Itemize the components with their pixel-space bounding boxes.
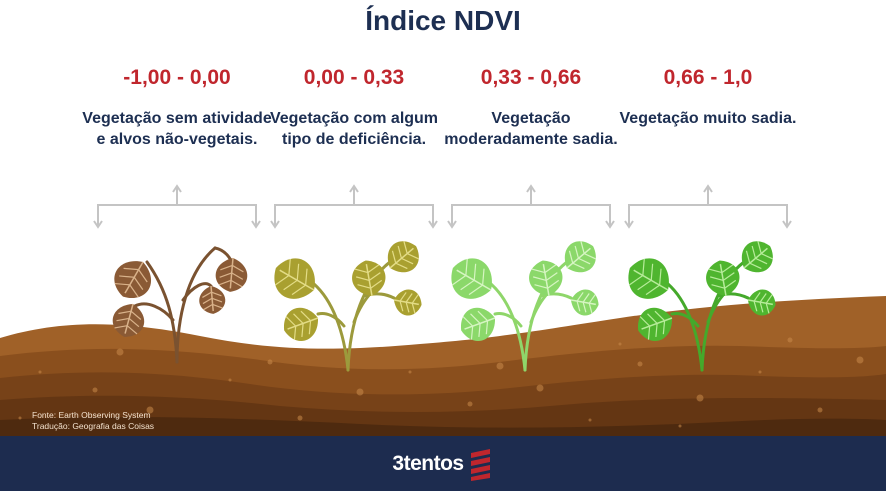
brand-name: 3tentos: [392, 451, 464, 475]
ndvi-column-2: 0,00 - 0,33 Vegetação com algum tipo de …: [254, 66, 454, 150]
translation-line: Tradução: Geografia das Coisas: [32, 421, 155, 431]
ndvi-range-label: 0,66 - 1,0: [663, 66, 753, 89]
bracket-arrow-icon: [270, 184, 438, 229]
soil-specks: [18, 337, 864, 428]
soil-layer-5: [0, 417, 886, 436]
ndvi-description: Vegetação com algum tipo de deficiência.: [269, 110, 439, 148]
bracket-arrow-icon: [447, 184, 615, 229]
ndvi-description: Vegetação sem atividade e alvos não-vege…: [82, 110, 272, 148]
healthy-plant-icon: [628, 241, 776, 372]
ndvi-description: Vegetação moderadamente sadia.: [444, 110, 618, 148]
ndvi-column-3: 0,33 - 0,66 Vegetação moderadamente sadi…: [431, 66, 631, 150]
ndvi-range-label: 0,33 - 0,66: [480, 66, 582, 89]
plants-group: [112, 241, 776, 372]
brand-logo: 3tentos: [0, 436, 886, 491]
dead-plant-icon: [112, 246, 248, 364]
page-title: Índice NDVI: [365, 5, 521, 36]
deficient-plant-icon: [274, 241, 422, 372]
source-credit: Fonte: Earth Observing System Tradução: …: [32, 410, 154, 432]
bracket-arrow-icon: [93, 184, 261, 229]
bracket-group: [93, 184, 792, 229]
ndvi-description: Vegetação muito sadia.: [619, 110, 797, 127]
source-line: Fonte: Earth Observing System: [32, 410, 151, 420]
brand-mark-icon: [470, 448, 490, 481]
bracket-arrow-icon: [624, 184, 792, 229]
footer-bar: 3tentos: [0, 436, 886, 491]
ndvi-range-label: -1,00 - 0,00: [123, 66, 231, 89]
moderate-plant-icon: [451, 241, 599, 372]
ndvi-column-4: 0,66 - 1,0 Vegetação muito sadia.: [608, 66, 808, 129]
ndvi-column-1: -1,00 - 0,00 Vegetação sem atividade e a…: [77, 66, 277, 150]
ndvi-range-label: 0,00 - 0,33: [303, 66, 405, 89]
